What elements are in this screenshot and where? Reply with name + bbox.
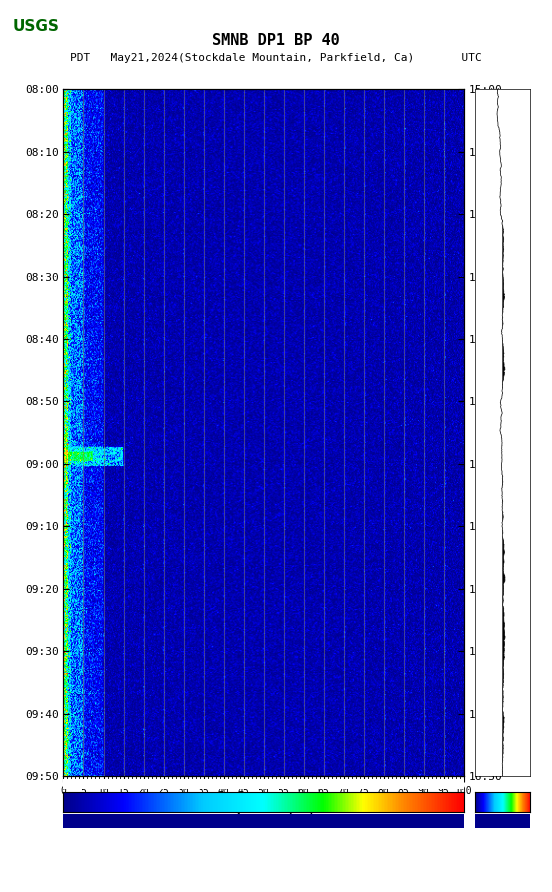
Text: SMNB DP1 BP 40: SMNB DP1 BP 40 xyxy=(212,33,340,47)
Text: PDT   May21,2024(Stockdale Mountain, Parkfield, Ca)       UTC: PDT May21,2024(Stockdale Mountain, Parkf… xyxy=(70,53,482,63)
X-axis label: FREQUENCY (HZ): FREQUENCY (HZ) xyxy=(211,802,316,815)
Text: USGS: USGS xyxy=(12,20,59,34)
